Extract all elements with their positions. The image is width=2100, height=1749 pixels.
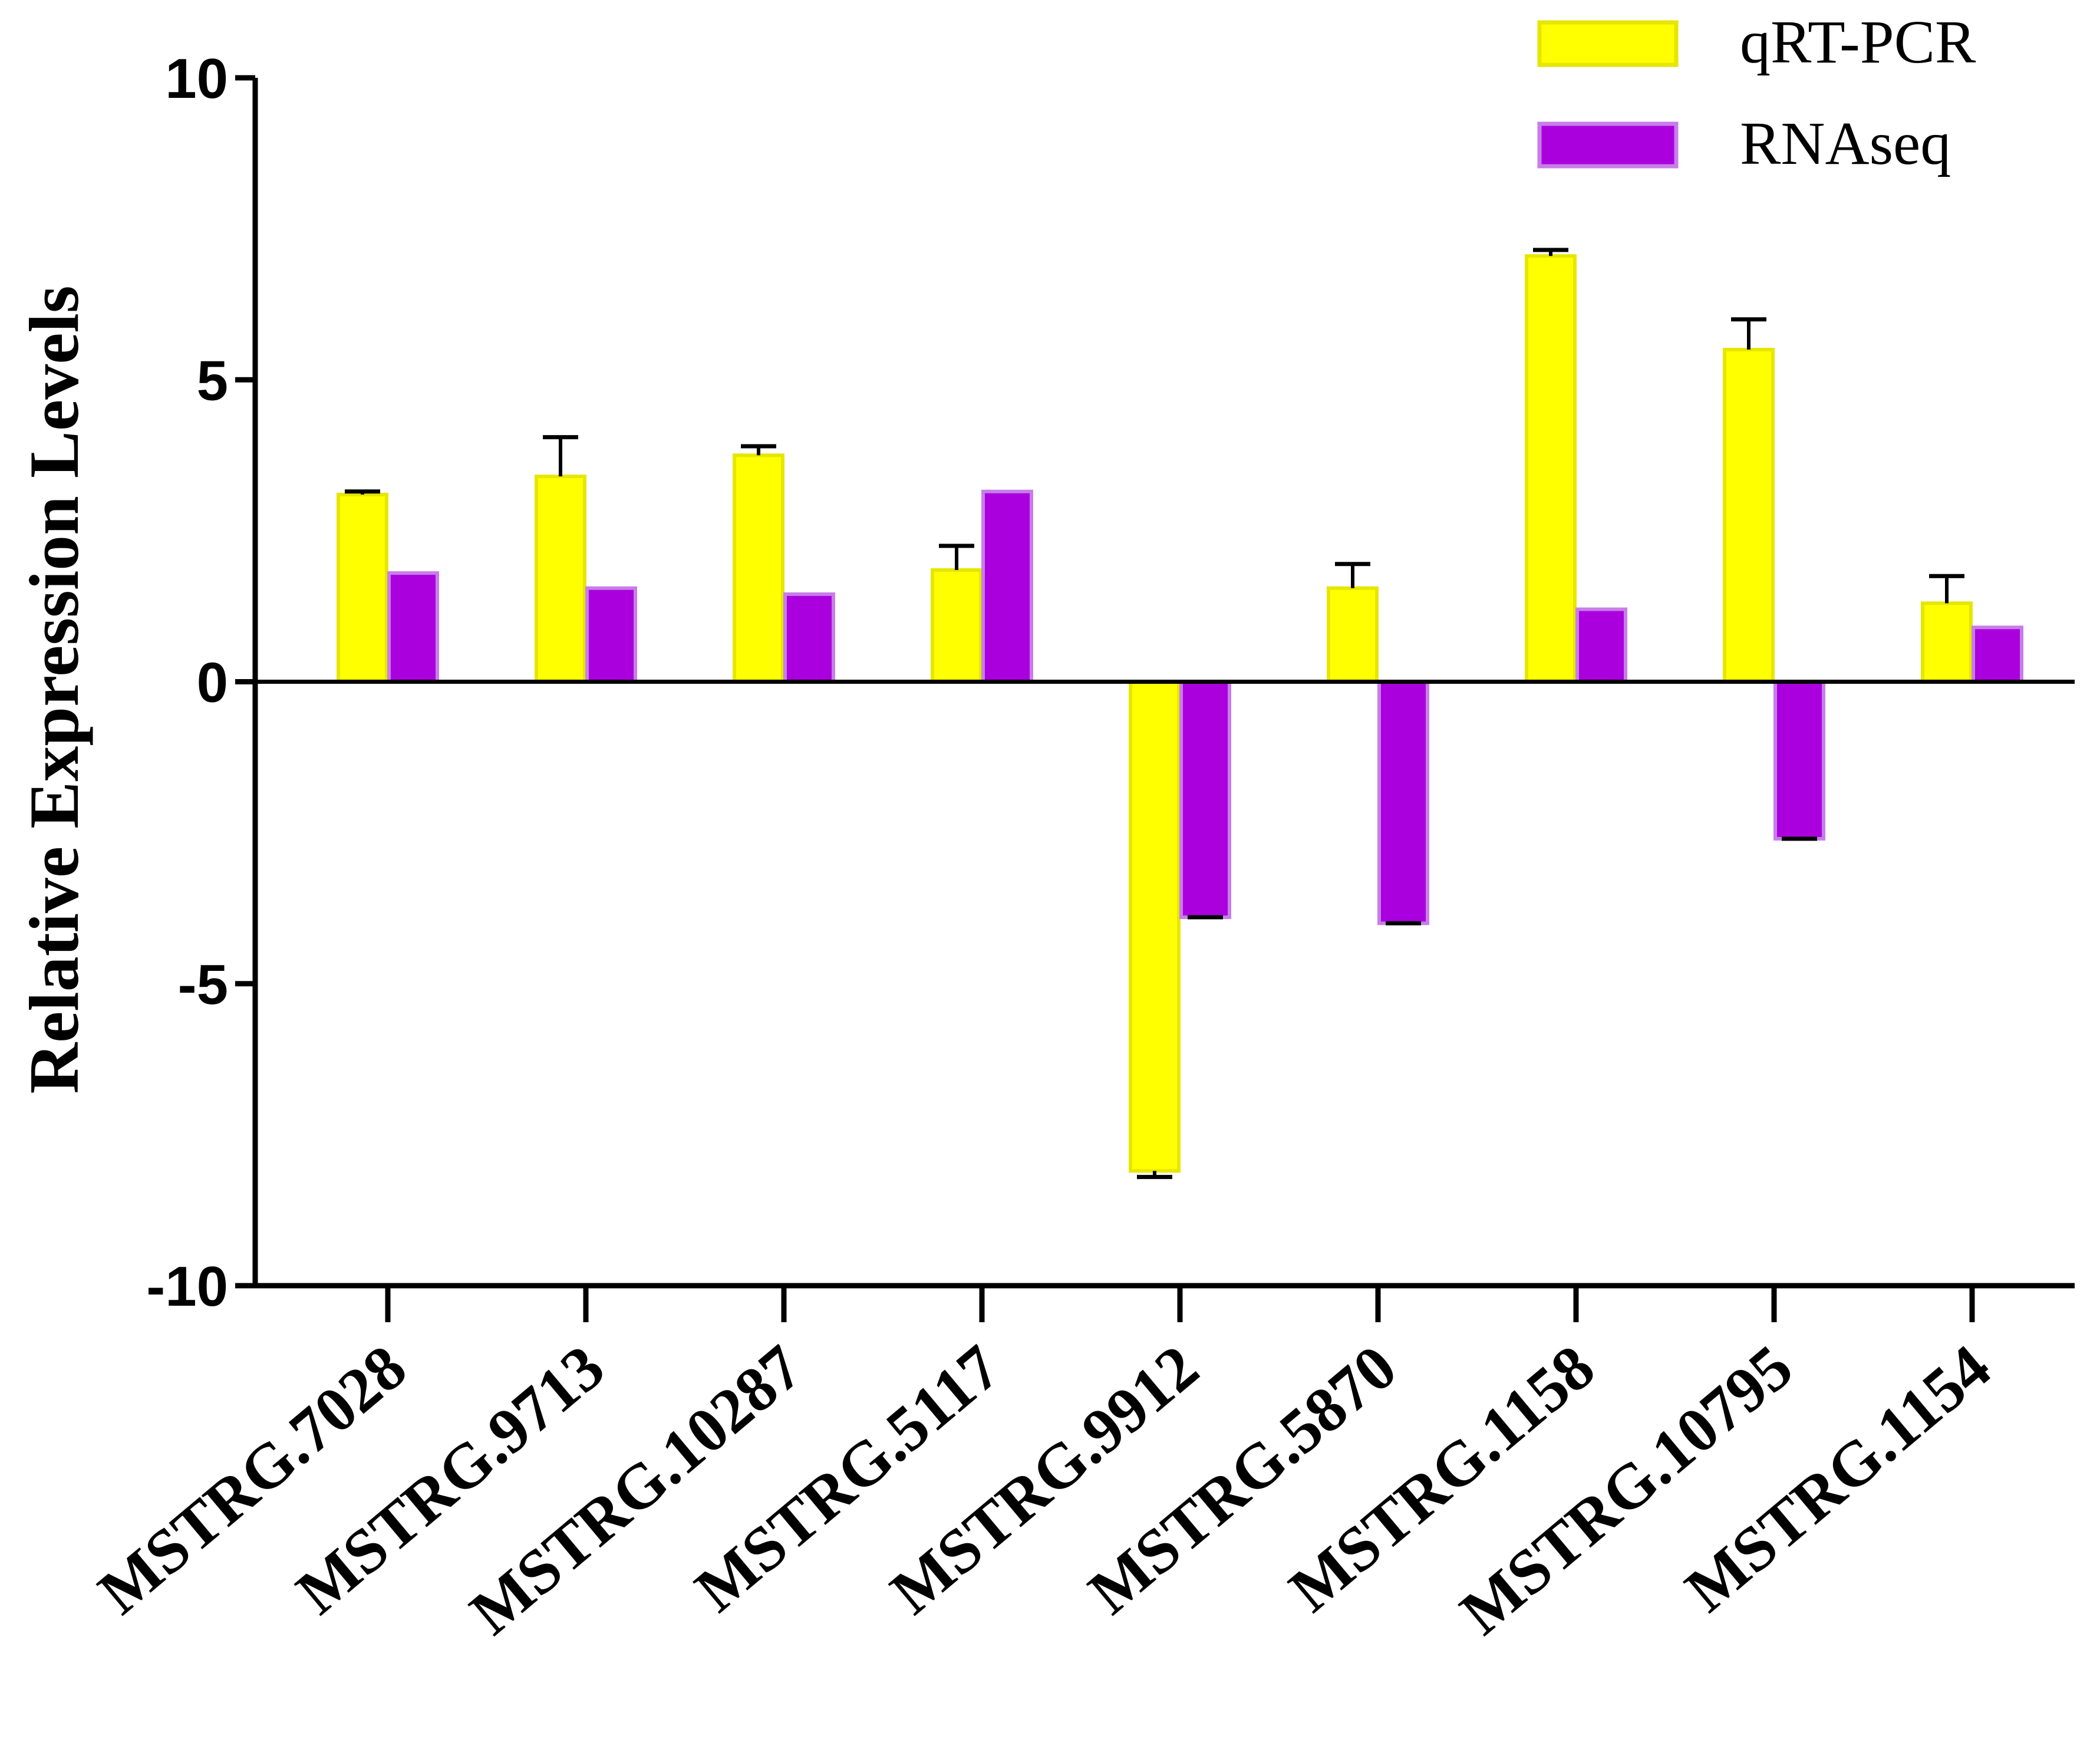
rnaseq-bar-mstrg-5870 [1377,680,1429,925]
y-tick-label: -10 [146,1255,228,1318]
x-category-label: MSTRG.10795 [1448,1332,1805,1648]
rnaseq-bar-mstrg-1158 [1575,607,1627,684]
y-tick-label: -5 [178,953,228,1016]
legend-swatch-qrt-pcr [1537,20,1679,67]
rnaseq-bar-mstrg-10795 [1773,680,1825,841]
qrt-pcr-bar-mstrg-5117 [931,568,983,684]
rnaseq-bar-mstrg-7028 [387,571,439,684]
y-tick-label: 5 [197,349,228,412]
legend-label-qrt-pcr: qRT-PCR [1740,8,1976,76]
qrt-pcr-bar-mstrg-9912 [1129,680,1181,1173]
qrt-pcr-bar-mstrg-5870 [1327,586,1379,684]
y-ticks-group: 10 5 0 -5 -10 [146,47,255,1318]
qrt-pcr-bar-mstrg-9713 [535,475,586,684]
legend: qRT-PCR RNAseq [1537,8,1976,177]
legend-label-rnaseq: RNAseq [1740,110,1951,177]
legend-swatch-rnaseq [1537,121,1679,169]
x-ticks-group: MSTRG.7028MSTRG.9713MSTRG.10287MSTRG.511… [85,1286,2003,1648]
bars-group [337,254,2023,1173]
rnaseq-bar-mstrg-9912 [1179,680,1231,920]
x-category-label: MSTRG.10287 [457,1332,815,1648]
y-axis-title: Relative Expression Levels [15,285,93,1093]
y-tick-label: 0 [197,651,228,714]
rnaseq-bar-mstrg-10287 [783,592,835,684]
qrt-pcr-bar-mstrg-7028 [337,492,388,684]
rnaseq-bar-mstrg-9713 [585,586,637,684]
rnaseq-bar-mstrg-5117 [981,489,1033,684]
y-tick-label: 10 [165,47,228,110]
qrt-pcr-bar-mstrg-1154 [1921,601,1973,684]
rnaseq-bar-mstrg-1154 [1972,625,2023,684]
qrt-pcr-bar-mstrg-10287 [733,453,784,684]
qrt-pcr-bar-mstrg-10795 [1723,348,1775,684]
qrt-pcr-bar-mstrg-1158 [1525,254,1577,684]
error-bars-group [345,248,1964,1180]
